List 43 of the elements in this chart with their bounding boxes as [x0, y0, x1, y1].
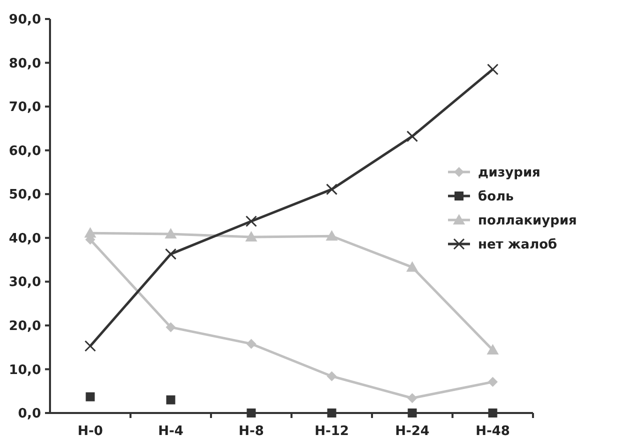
point [408, 408, 417, 418]
y-tick-label: 40,0 [8, 231, 41, 246]
point [84, 340, 96, 352]
point [86, 392, 95, 402]
point [407, 393, 418, 404]
point [406, 261, 418, 272]
y-tick-label: 50,0 [8, 188, 41, 203]
point [488, 408, 498, 418]
point [406, 130, 418, 142]
y-tick-label: 20,0 [8, 318, 41, 334]
x-tick-label: H-0 [78, 424, 103, 439]
x-tick-label: H-12 [314, 424, 349, 439]
y-tick-label: 0,0 [18, 406, 41, 422]
point [327, 408, 336, 418]
point [245, 231, 258, 242]
y-tick-label: 90,0 [8, 12, 41, 28]
point [326, 371, 337, 382]
y-tick-label: 80,0 [8, 56, 41, 72]
point [166, 395, 176, 404]
point [166, 322, 176, 332]
legend-label: поллакиурия [478, 214, 577, 229]
y-tick-label: 60,0 [8, 144, 41, 159]
point [164, 228, 177, 238]
point [326, 184, 338, 196]
x-tick-label: H-4 [158, 424, 184, 439]
x-tick-label: H-48 [476, 424, 510, 439]
point [165, 248, 176, 260]
point [246, 338, 256, 349]
y-tick-label: 70,0 [8, 100, 41, 116]
x-tick-label: H-24 [395, 424, 430, 439]
legend-label: дизурия [478, 166, 540, 181]
point [246, 216, 257, 228]
x-tick-label: H-8 [238, 424, 264, 439]
point [326, 230, 338, 241]
y-tick-label: 30,0 [8, 275, 41, 290]
point [487, 64, 498, 76]
point [488, 376, 498, 387]
legend-label: боль [478, 190, 514, 205]
point [486, 344, 499, 354]
legend-label: нет жалоб [478, 238, 558, 253]
point [84, 227, 96, 238]
point [246, 408, 256, 418]
y-tick-label: 10,0 [8, 362, 41, 378]
